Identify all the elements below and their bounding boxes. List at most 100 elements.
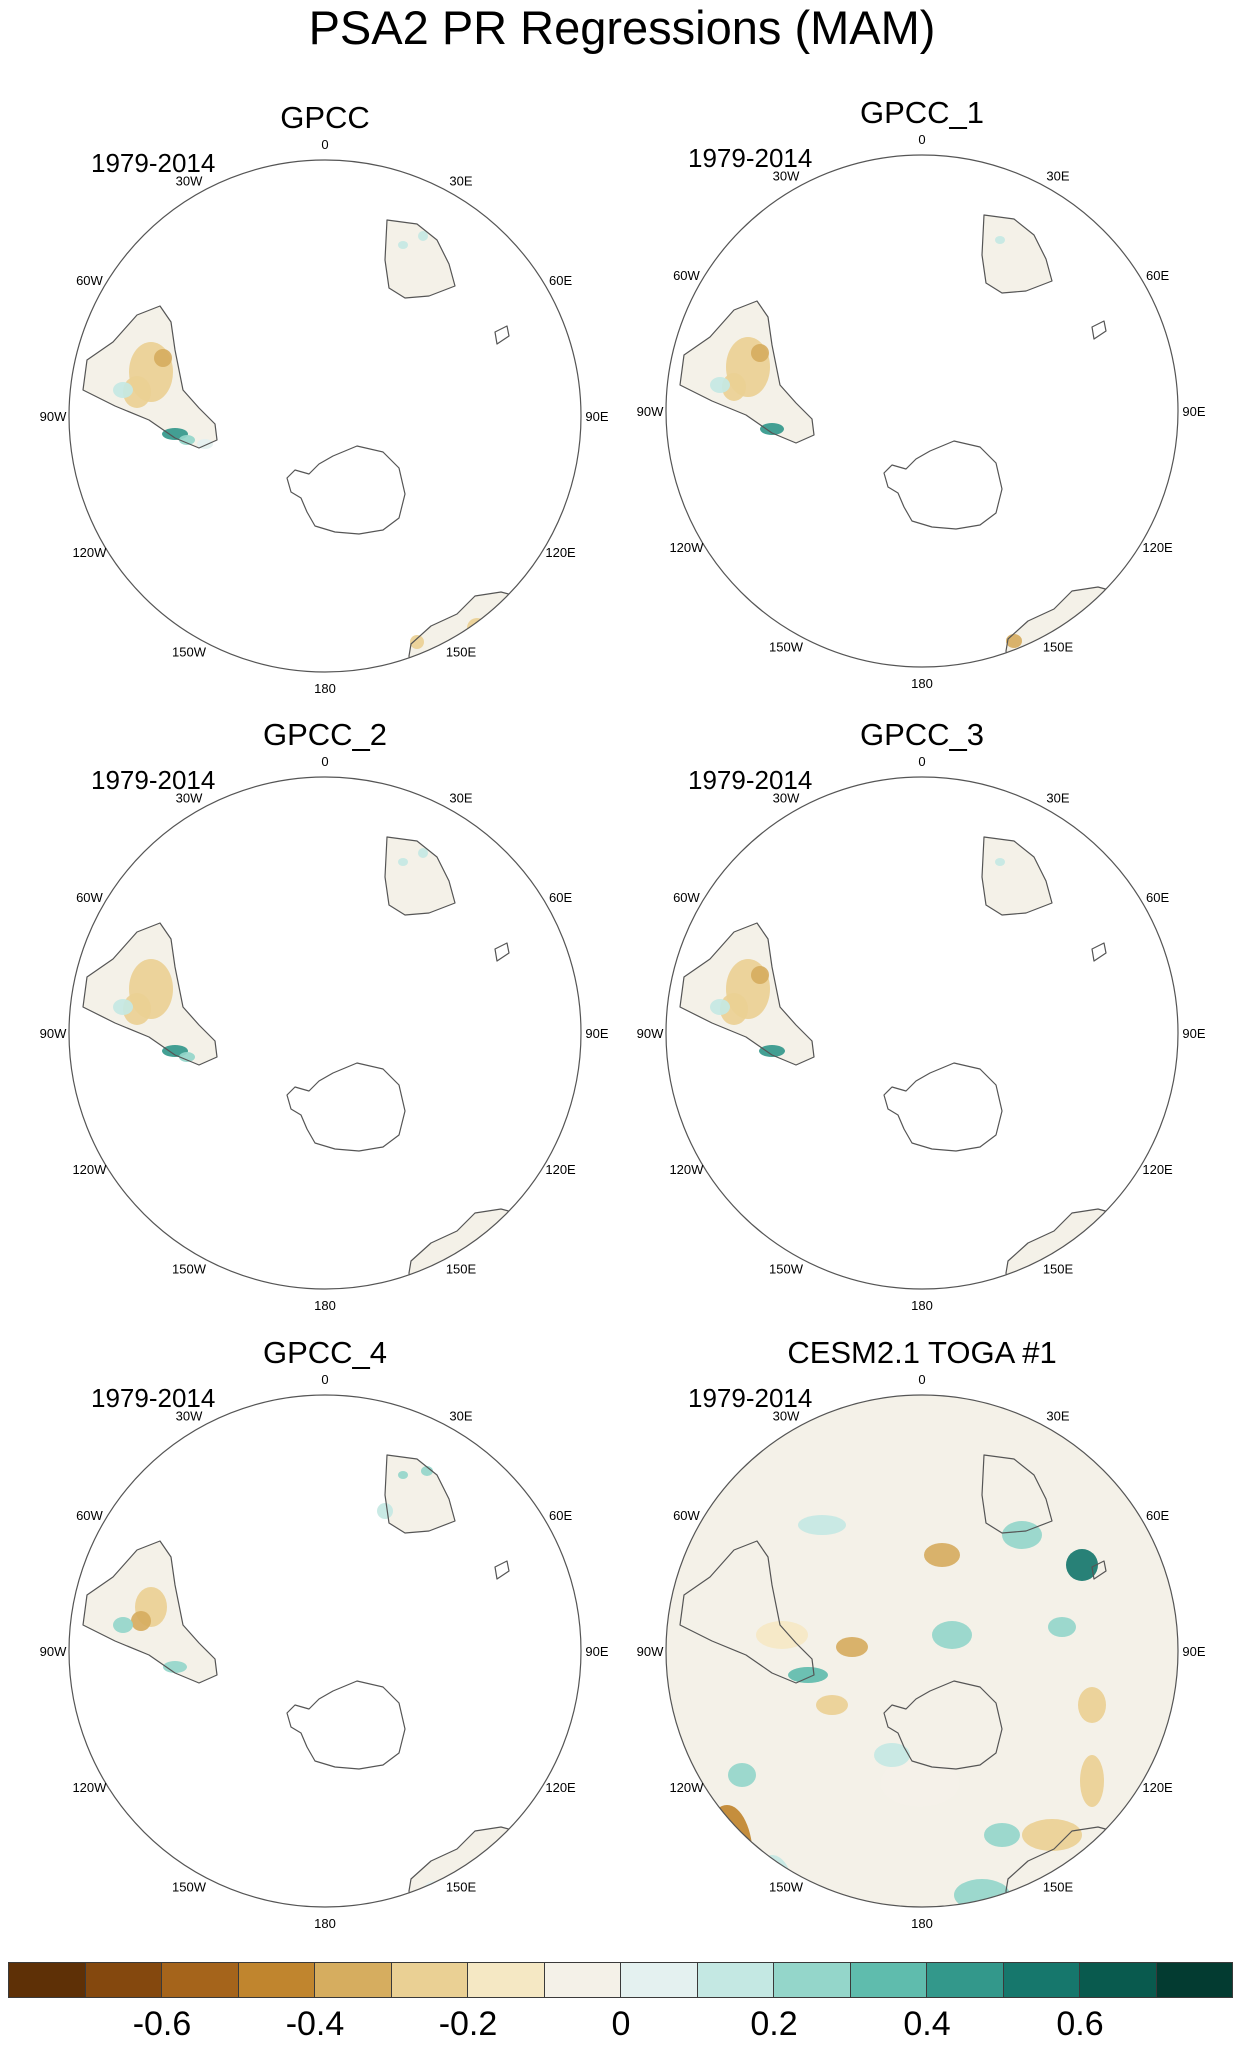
colorbar-swatch (314, 1962, 392, 1998)
coastline (1091, 320, 1107, 340)
coastline (981, 1454, 1053, 1534)
longitude-label: 60W (76, 890, 103, 905)
longitude-label: 150E (1043, 1262, 1074, 1277)
anomaly-patch (123, 993, 151, 1025)
anomaly-patch (418, 848, 428, 858)
colorbar-tick-label: 0.4 (903, 2005, 951, 2043)
anomaly-patch (179, 1052, 195, 1062)
longitude-label: 120E (1142, 540, 1173, 555)
longitude-label: 120W (669, 540, 704, 555)
coastline (384, 1454, 456, 1534)
anomaly-patch (410, 635, 424, 649)
longitude-label: 90W (637, 1644, 664, 1659)
coastline (286, 445, 406, 535)
colorbar-swatch (1079, 1962, 1157, 1998)
anomaly-patch (113, 999, 133, 1015)
longitude-label: 30E (449, 1408, 472, 1423)
land-fill (385, 220, 455, 298)
longitude-label: 90E (585, 409, 608, 424)
longitude-label: 60E (1146, 1508, 1169, 1523)
colorbar-swatch (696, 1962, 774, 1998)
coastline (679, 300, 815, 444)
longitude-label: 150E (446, 1262, 477, 1277)
colorbar-swatch (237, 1962, 315, 1998)
longitude-label: 30W (176, 173, 203, 188)
panel-period: 1979-2014 (91, 148, 216, 178)
anomaly-patch (1066, 1549, 1098, 1581)
anomaly-patch (398, 1471, 408, 1479)
longitude-label: 150E (1043, 1880, 1074, 1895)
anomaly-patch (481, 1871, 501, 1895)
longitude-label: 0 (321, 754, 328, 769)
anomaly-patch (880, 1759, 960, 1807)
anomaly-patch (406, 1933, 424, 1945)
anomaly-patch (1048, 1617, 1076, 1637)
longitude-label: 120E (545, 1162, 576, 1177)
longitude-label: 60E (549, 273, 572, 288)
anomaly-patch (423, 1881, 447, 1901)
anomaly-patch (710, 377, 730, 393)
longitude-label: 60W (673, 1508, 700, 1523)
anomaly-patch (932, 1621, 972, 1649)
panel-title: CESM2.1 TOGA #1 (787, 1335, 1057, 1370)
coastline (883, 1680, 1003, 1770)
longitude-label: 60W (673, 268, 700, 283)
longitude-label: 120W (72, 1780, 107, 1795)
panel-title: GPCC_1 (859, 95, 985, 130)
longitude-label: 90E (1182, 404, 1205, 419)
anomaly-patch (701, 1805, 753, 1907)
map-boundary (68, 1394, 582, 1908)
coastline (883, 440, 1003, 530)
longitude-label: 180 (911, 1916, 933, 1931)
anomaly-patch (751, 344, 769, 362)
anomaly-patch (421, 1287, 445, 1289)
polar-map: 0 30E 60E 90E 120E 150E 180 150W 120W 90W 60W 30W (637, 754, 1206, 1313)
longitude-label: 30E (1046, 1408, 1069, 1423)
longitude-label: 0 (918, 132, 925, 147)
anomaly-patch (418, 231, 428, 241)
map-panel: GPCC_1 1979-2014 0 30E 60E 90E 120E 150E 180 150W… (622, 95, 1222, 715)
longitude-label: 150W (769, 1880, 804, 1895)
colorbar-tick-label: 0.6 (1056, 2005, 1104, 2043)
coastline (384, 219, 456, 299)
anomaly-patch (682, 1927, 738, 1955)
panel-title: GPCC_2 (262, 717, 388, 752)
colorbar (8, 1962, 1233, 1998)
anomaly-patch (467, 618, 487, 638)
map-boundary (665, 154, 1179, 668)
longitude-label: 120E (545, 1780, 576, 1795)
longitude-label: 30E (1046, 168, 1069, 183)
anomaly-patch (1006, 634, 1022, 648)
anomaly-patch (113, 382, 133, 398)
anomaly-patch (398, 241, 408, 249)
colorbar-swatch (1002, 1962, 1080, 1998)
longitude-label: 30E (1046, 790, 1069, 805)
longitude-label: 0 (918, 1372, 925, 1387)
anomaly-patch (954, 1879, 1010, 1907)
longitude-label: 60W (76, 1508, 103, 1523)
panel-period: 1979-2014 (91, 765, 216, 795)
polar-map: 0 30E 60E 90E 120E 150E 180 150W 120W 90W 60W 30W (637, 132, 1206, 691)
colorbar-swatch (849, 1962, 927, 1998)
anomaly-patch (478, 628, 504, 668)
coastline (339, 674, 363, 712)
longitude-label: 120W (669, 1780, 704, 1795)
anomaly-patch (1016, 1287, 1044, 1289)
polar-map: 0 30E 60E 90E 120E 150E 180 150W 120W 90W 60W 30W (40, 754, 609, 1329)
coastline (981, 836, 1053, 916)
anomaly-patch (163, 1661, 187, 1673)
panel-period: 1979-2014 (688, 765, 813, 795)
longitude-label: 120E (1142, 1780, 1173, 1795)
map-panel: CESM2.1 TOGA #1 1979-2014 0 30E 60E 90E 120E 15… (622, 1335, 1222, 1955)
anomaly-patch (750, 1855, 794, 1907)
longitude-label: 30W (176, 790, 203, 805)
longitude-label: 90W (40, 409, 67, 424)
longitude-label: 30E (449, 790, 472, 805)
anomaly-patch (798, 1515, 846, 1535)
longitude-label: 120E (1142, 1162, 1173, 1177)
longitude-label: 90W (637, 1026, 664, 1041)
anomaly-patch (984, 1823, 1020, 1847)
land-fill (339, 1291, 363, 1329)
anomaly-patch (924, 1543, 960, 1567)
land-fill (982, 215, 1052, 293)
